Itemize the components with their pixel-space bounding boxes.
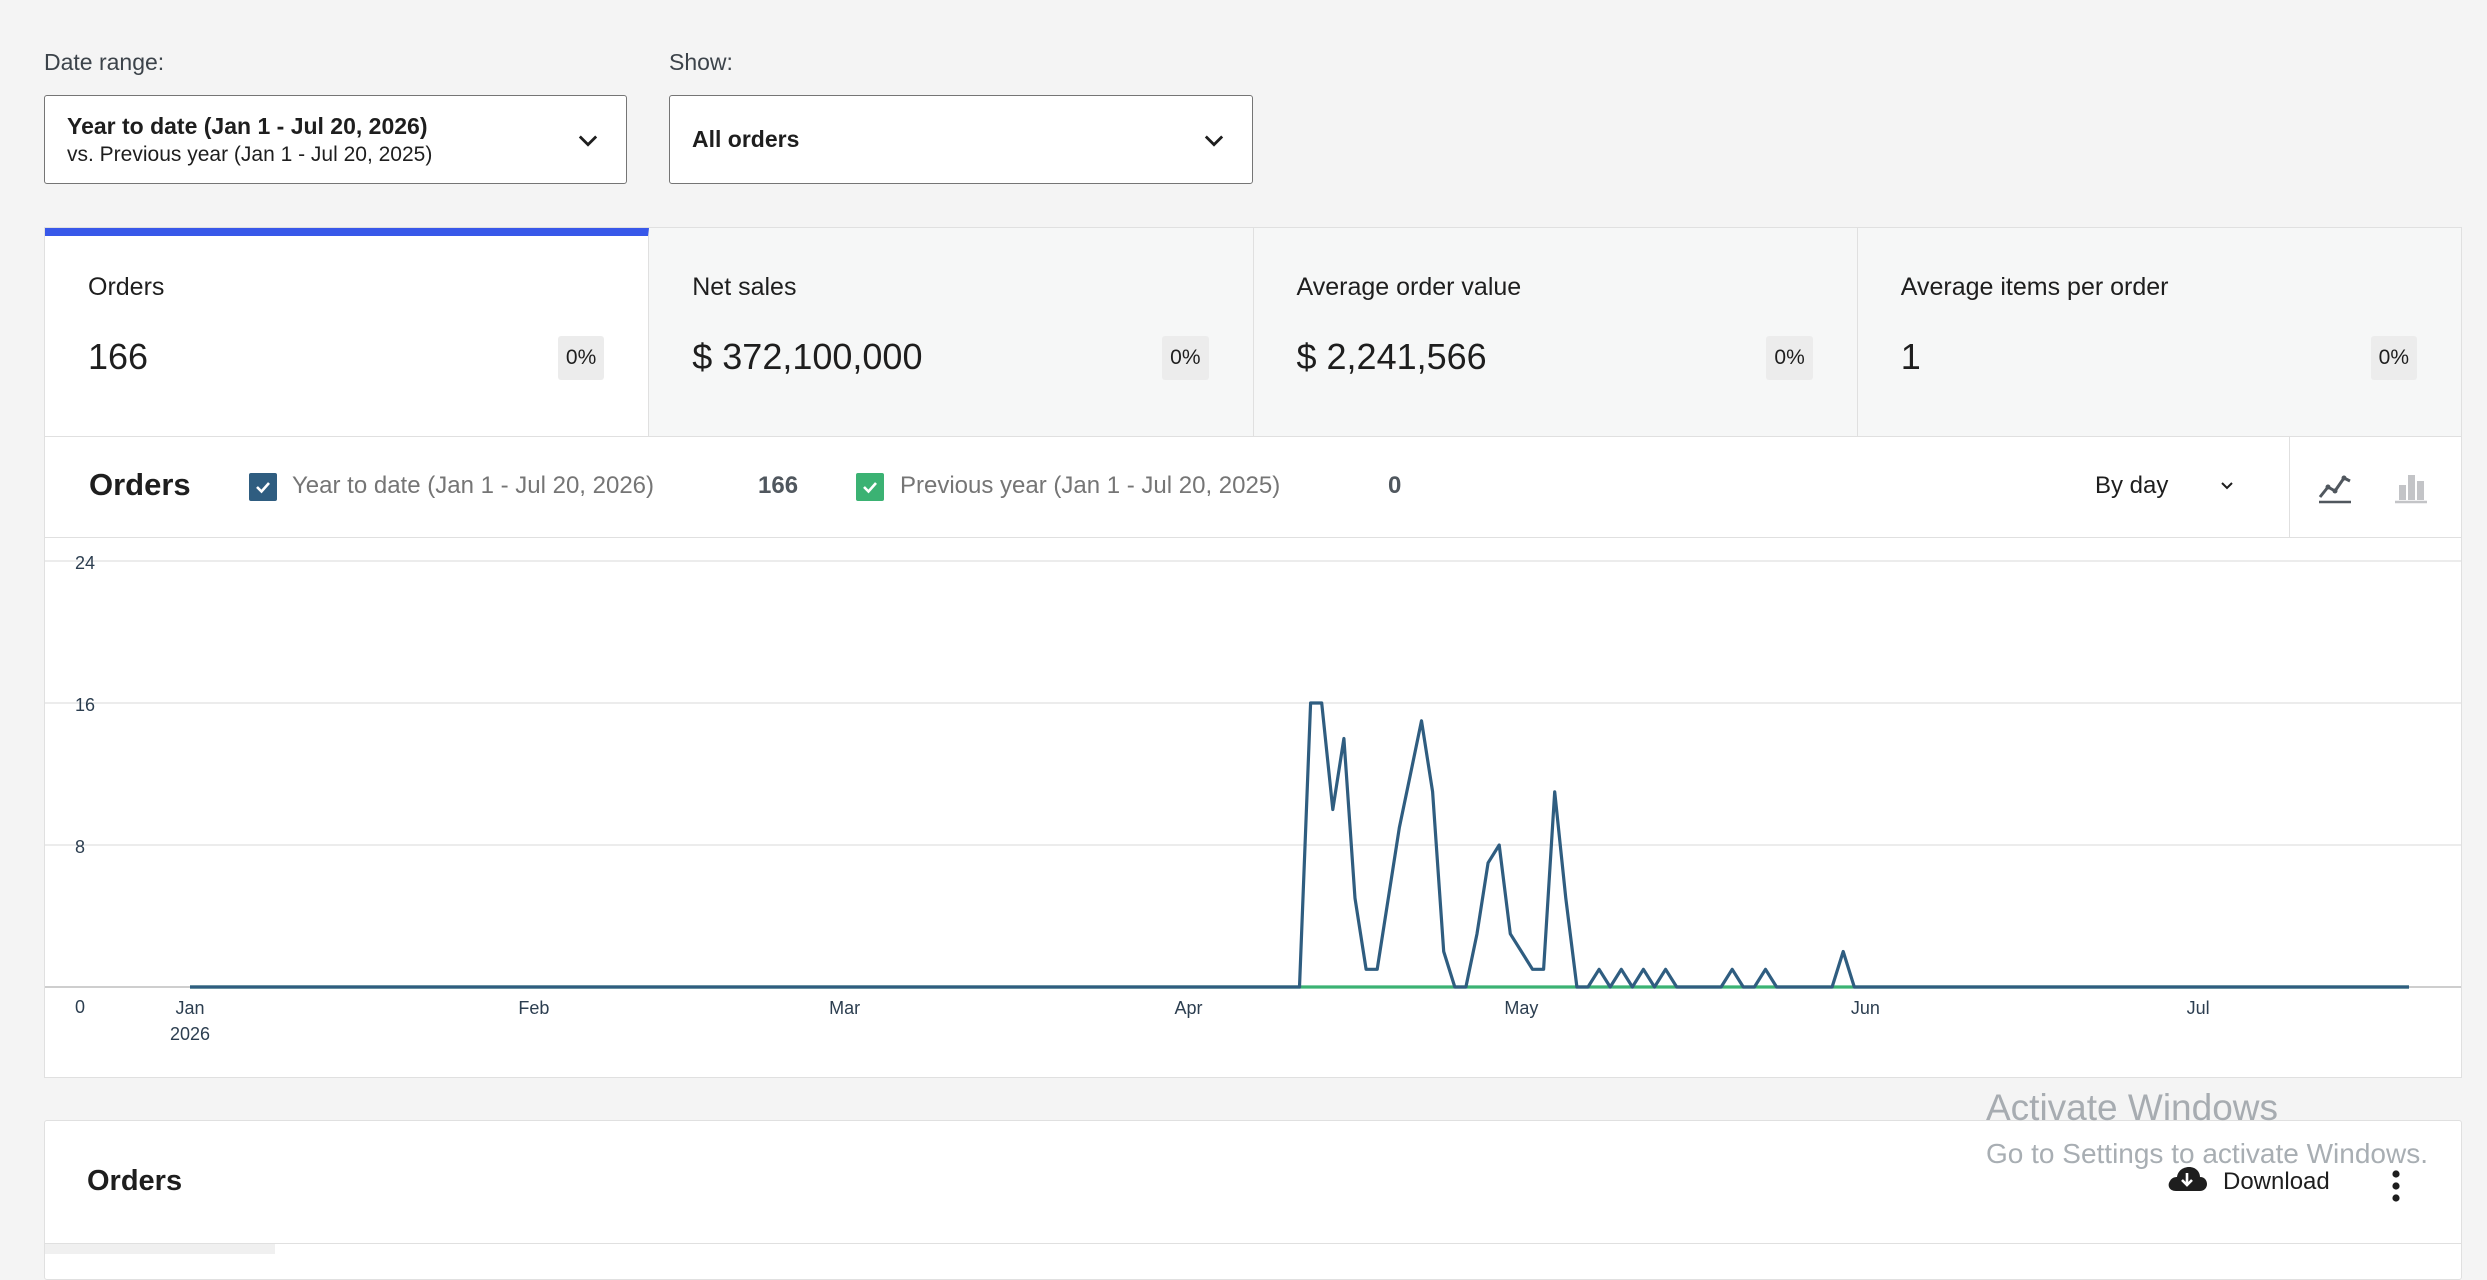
x-tick-label: May [1504,998,1538,1018]
interval-select[interactable]: By day [2095,472,2169,499]
chevron-down-icon [1198,124,1230,156]
y-tick-label: 24 [75,553,95,573]
summary-card-average-items[interactable]: Average items per order 1 0% [1857,228,2462,436]
table-header-cell [45,1244,275,1254]
legend-checkbox-previous[interactable] [856,473,884,501]
legend-label-previous: Previous year (Jan 1 - Jul 20, 2025) [900,472,1281,499]
table-divider [45,1243,2461,1244]
windows-activation-watermark-title: Activate Windows [1986,1087,2278,1128]
x-tick-label: Feb [518,998,549,1018]
line-chart-icon[interactable] [2316,467,2354,510]
summary-card-delta: 0% [2370,336,2417,380]
summary-card-title: Average order value [1296,273,1522,301]
more-options-icon[interactable] [2390,1169,2402,1208]
orders-line-chart: 0 8 16 24 Jan 2026 Feb Mar Apr May Jun Jul [45,553,2461,1044]
x-tick-label: Jan [175,998,204,1018]
summary-card-delta: 0% [557,336,605,380]
date-range-label: Date range: [44,49,165,75]
date-range-select[interactable]: Year to date (Jan 1 - Jul 20, 2026) vs. … [44,95,627,184]
windows-activation-watermark-text: Go to Settings to activate Windows. [1986,1138,2428,1169]
x-tick-label: Apr [1175,998,1203,1018]
chevron-down-icon [572,124,604,156]
x-tick-year-label: 2026 [170,1024,210,1044]
series-line-current-year [190,701,2409,989]
bar-chart-icon[interactable] [2392,467,2430,510]
show-select[interactable]: All orders [669,95,1253,184]
cloud-download-icon [2165,1163,2209,1200]
summary-card-value: $ 2,241,566 [1296,336,1487,377]
date-range-comparison: vs. Previous year (Jan 1 - Jul 20, 2025) [67,142,433,166]
summary-card-value: $ 372,100,000 [692,336,923,377]
summary-card-orders[interactable]: Orders 166 0% [45,228,650,436]
download-button[interactable]: Download [2165,1163,2330,1200]
date-range-primary: Year to date (Jan 1 - Jul 20, 2026) [67,112,428,139]
x-tick-label: Mar [829,998,860,1018]
summary-card-value: 1 [1900,336,1921,377]
summary-cards: Orders 166 0% Net sales $ 372,100,000 0%… [44,227,2462,437]
legend-value-previous: 0 [1388,472,1402,499]
summary-card-value: 166 [88,336,149,377]
y-tick-label: 8 [75,837,85,857]
show-label: Show: [669,49,733,75]
summary-card-delta: 0% [1162,336,1209,380]
legend-checkbox-current[interactable] [249,473,277,501]
summary-card-delta: 0% [1766,336,1813,380]
show-select-value: All orders [692,126,800,152]
x-tick-label: Jul [2187,998,2210,1018]
summary-card-net-sales[interactable]: Net sales $ 372,100,000 0% [649,228,1254,436]
y-tick-label: 16 [75,695,95,715]
summary-card-title: Net sales [692,273,797,301]
y-tick-label: 0 [75,997,85,1017]
summary-card-title: Orders [88,273,165,301]
chart-panel: Orders Year to date (Jan 1 - Jul 20, 202… [44,437,2462,1078]
summary-card-title: Average items per order [1900,273,2169,301]
chart-header: Orders Year to date (Jan 1 - Jul 20, 202… [45,437,2461,538]
legend-value-current: 166 [758,472,799,499]
chart-title: Orders [89,467,191,502]
chevron-down-icon[interactable] [2215,473,2239,502]
download-label: Download [2223,1167,2330,1195]
chart-type-toggle [2289,437,2463,537]
summary-card-average-order-value[interactable]: Average order value $ 2,241,566 0% [1253,228,1858,436]
x-tick-label: Jun [1851,998,1880,1018]
table-panel-title: Orders [87,1165,183,1197]
legend-label-current: Year to date (Jan 1 - Jul 20, 2026) [292,472,655,499]
